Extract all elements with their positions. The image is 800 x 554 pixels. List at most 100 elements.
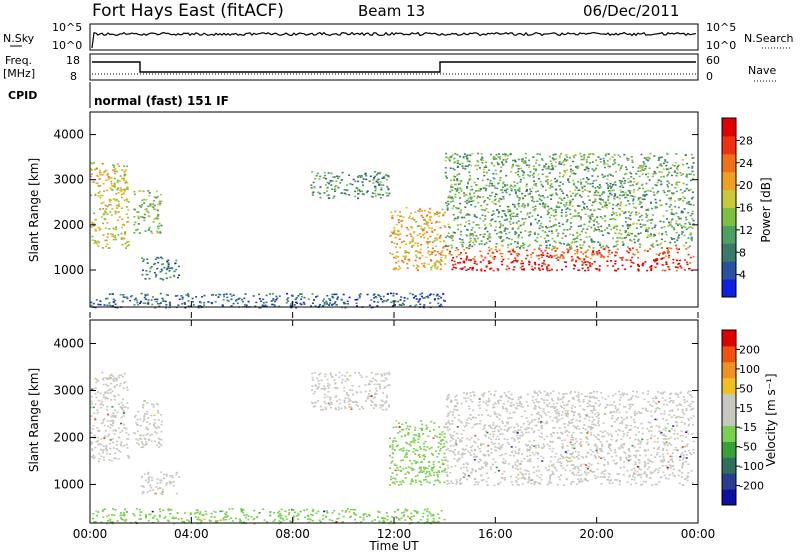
heatmap-cell [445, 175, 448, 177]
heatmap-cell [508, 237, 511, 240]
cpid-text: normal (fast) 151 IF [94, 94, 229, 108]
heatmap-cell [633, 469, 636, 472]
heatmap-cell [689, 214, 692, 217]
heatmap-cell [511, 227, 514, 229]
heatmap-cell [405, 422, 408, 424]
heatmap-cell [629, 437, 631, 439]
heatmap-cell [516, 208, 518, 210]
heatmap-cell [313, 405, 315, 408]
heatmap-cell [417, 441, 420, 444]
heatmap-cell [103, 417, 106, 420]
heatmap-cell [631, 256, 634, 259]
heatmap-cell [319, 372, 322, 375]
heatmap-cell [660, 233, 663, 236]
heatmap-cell [143, 417, 146, 420]
heatmap-cell [473, 192, 476, 194]
heatmap-cell [378, 183, 381, 185]
heatmap-cell [662, 257, 665, 259]
heatmap-cell [591, 416, 594, 419]
heatmap-cell [433, 474, 435, 476]
heatmap-cell [437, 453, 440, 455]
heatmap-cell [452, 205, 455, 207]
heatmap-cell [358, 408, 361, 410]
heatmap-cell [673, 171, 676, 173]
heatmap-cell [557, 256, 560, 258]
heatmap-cell [161, 491, 164, 493]
heatmap-cell [426, 446, 429, 448]
heatmap-cell [660, 176, 663, 178]
heatmap-cell [485, 184, 488, 187]
heatmap-cell [605, 182, 608, 185]
heatmap-cell [412, 439, 415, 441]
heatmap-cell [450, 399, 453, 402]
heatmap-cell [670, 237, 673, 239]
heatmap-cell [274, 305, 277, 307]
heatmap-cell [642, 165, 645, 167]
heatmap-cell [514, 160, 517, 163]
heatmap-cell [454, 399, 457, 401]
nsky-tick-bottom: 10^0 [52, 39, 82, 52]
heatmap-cell [447, 223, 450, 226]
heatmap-cell [588, 162, 591, 164]
heatmap-cell [97, 226, 100, 229]
heatmap-cell [395, 255, 398, 257]
heatmap-cell [410, 235, 413, 238]
heatmap-cell [456, 162, 459, 164]
heatmap-cell [601, 450, 604, 453]
heatmap-cell [577, 399, 580, 402]
heatmap-cell [601, 217, 604, 220]
heatmap-cell [470, 185, 473, 188]
heatmap-cell [151, 203, 153, 205]
heatmap-cell [148, 476, 151, 478]
heatmap-cell [536, 394, 539, 396]
heatmap-cell [468, 439, 471, 441]
heatmap-cell [374, 187, 377, 190]
heatmap-cell [648, 477, 651, 479]
heatmap-cell [434, 261, 437, 264]
heatmap-cell [395, 426, 398, 428]
heatmap-cell [272, 298, 275, 300]
heatmap-cell [518, 187, 521, 189]
heatmap-cell [345, 189, 348, 191]
heatmap-cell [319, 408, 322, 411]
heatmap-cell [94, 241, 97, 244]
heatmap-cell [354, 372, 357, 374]
heatmap-cell [606, 163, 609, 165]
heatmap-cell [431, 230, 433, 232]
heatmap-cell [599, 186, 602, 188]
heatmap-cell [522, 247, 525, 249]
heatmap-cell [230, 305, 233, 307]
heatmap-cell [436, 267, 439, 270]
heatmap-cell [331, 180, 334, 182]
heatmap-cell [567, 242, 570, 245]
heatmap-cell [646, 441, 649, 444]
heatmap-cell [408, 459, 411, 462]
heatmap-cell [366, 190, 369, 192]
heatmap-cell [413, 459, 416, 462]
heatmap-cell [596, 175, 599, 178]
heatmap-cell [569, 452, 572, 455]
heatmap-cell [461, 452, 464, 454]
heatmap-cell [588, 426, 591, 428]
heatmap-cell [548, 230, 551, 233]
heatmap-cell [641, 219, 644, 221]
heatmap-cell [112, 378, 115, 381]
heatmap-cell [415, 461, 418, 463]
heatmap-cell [463, 261, 466, 264]
heatmap-cell [500, 446, 503, 449]
heatmap-cell [417, 438, 420, 440]
heatmap-cell [575, 193, 577, 196]
heatmap-cell [125, 198, 128, 200]
heatmap-cell [588, 262, 591, 264]
heatmap-cell [680, 267, 683, 269]
heatmap-cell [670, 247, 673, 250]
heatmap-cell [109, 439, 112, 441]
heatmap-cell [470, 437, 473, 439]
heatmap-cell [445, 423, 447, 426]
heatmap-cell [106, 397, 108, 400]
heatmap-cell [109, 447, 112, 450]
heatmap-cell [468, 408, 471, 410]
heatmap-cell [112, 235, 115, 238]
heatmap-cell [573, 241, 576, 243]
heatmap-cell [465, 444, 468, 447]
